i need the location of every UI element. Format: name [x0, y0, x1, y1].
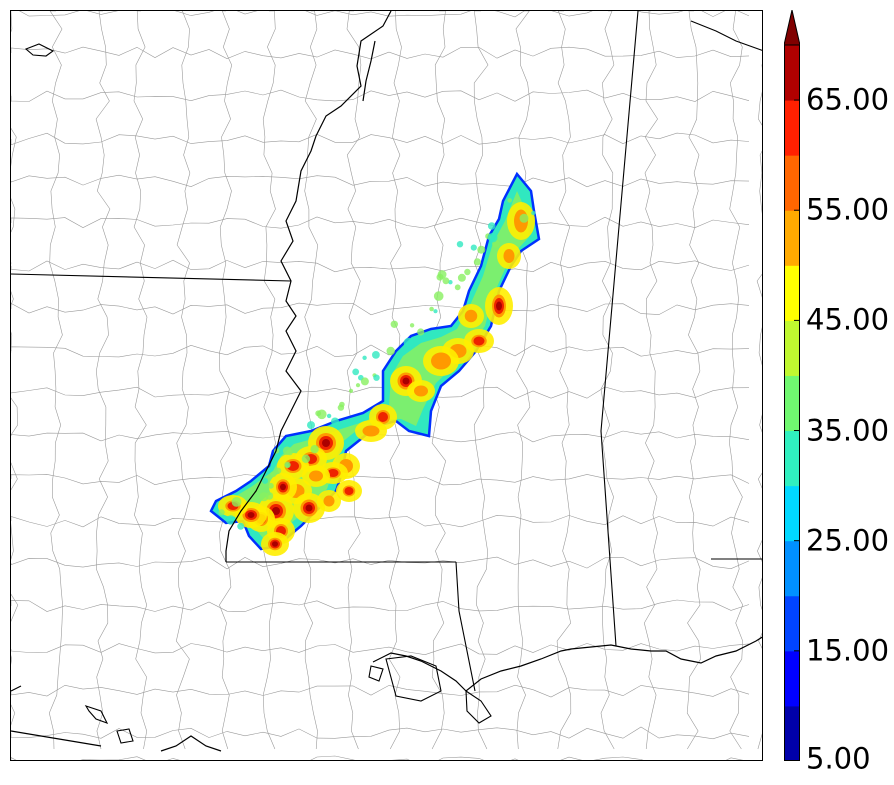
colorbar-band: [784, 45, 800, 101]
map-panel: [10, 10, 763, 761]
colorbar-tick-label: 35.00: [806, 413, 890, 448]
colorbar-band: [784, 375, 800, 432]
coastline: [24, 43, 492, 744]
colorbar: [784, 10, 800, 761]
colorbar-tick-label: 45.00: [806, 302, 890, 337]
colorbar-band: [784, 265, 800, 321]
reflectivity-map: [11, 11, 762, 760]
colorbar-band: [784, 210, 800, 266]
colorbar-band: [784, 485, 800, 542]
colorbar-extend-arrow: [784, 10, 800, 46]
state-borders: [11, 11, 762, 752]
colorbar-tick-label: 15.00: [806, 633, 890, 668]
colorbar-band: [784, 100, 800, 156]
colorbar-band: [784, 705, 800, 761]
colorbar-band: [784, 650, 800, 707]
colorbar-band: [784, 320, 800, 376]
colorbar-tick-label: 5.00: [806, 741, 871, 776]
colorbar-tick-label: 55.00: [806, 192, 890, 227]
colorbar-band: [784, 540, 800, 597]
colorbar-band: [784, 430, 800, 487]
colorbar-band: [784, 155, 800, 211]
colorbar-tick-label: 25.00: [806, 523, 890, 558]
colorbar-tick-label: 65.00: [806, 82, 890, 117]
county-borders: [11, 11, 762, 760]
colorbar-band: [784, 595, 800, 652]
reflectivity-field: [209, 171, 541, 556]
